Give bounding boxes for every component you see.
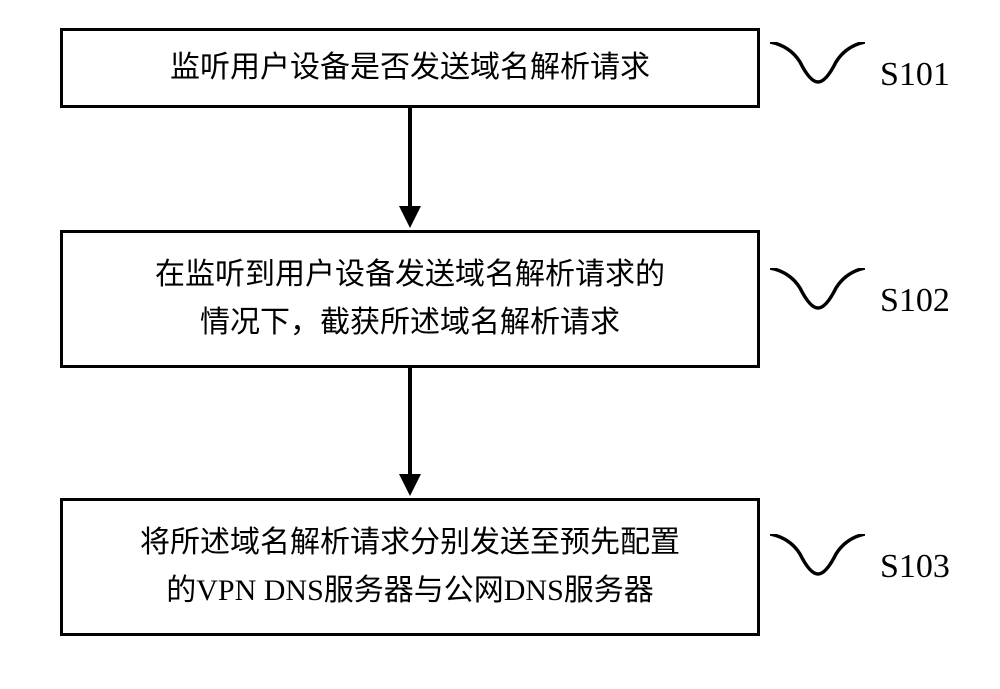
flow-step-s102-line2: 情况下，截获所述域名解析请求 xyxy=(200,306,620,339)
connector-curve-s101 xyxy=(770,42,865,96)
flow-step-s103: 将所述域名解析请求分别发送至预先配置 的VPN DNS服务器与公网DNS服务器 xyxy=(60,498,760,636)
flow-step-s103-text: 将所述域名解析请求分别发送至预先配置 的VPN DNS服务器与公网DNS服务器 xyxy=(140,519,680,615)
flow-step-s101-text: 监听用户设备是否发送域名解析请求 xyxy=(170,44,650,92)
flow-step-s102-text: 在监听到用户设备发送域名解析请求的 情况下，截获所述域名解析请求 xyxy=(155,251,665,347)
flow-step-s101: 监听用户设备是否发送域名解析请求 xyxy=(60,28,760,108)
flow-step-s103-line2: 的VPN DNS服务器与公网DNS服务器 xyxy=(166,574,654,607)
arrow-s101-s102-head xyxy=(399,206,421,228)
arrow-s102-s103-head xyxy=(399,474,421,496)
flow-step-s102-line1: 在监听到用户设备发送域名解析请求的 xyxy=(155,258,665,291)
step-label-s101: S101 xyxy=(880,56,950,94)
arrow-s102-s103-line xyxy=(408,368,412,474)
arrow-s101-s102-line xyxy=(408,108,412,206)
connector-curve-s102 xyxy=(770,268,865,322)
flow-step-s103-line1: 将所述域名解析请求分别发送至预先配置 xyxy=(140,526,680,559)
flow-step-s102: 在监听到用户设备发送域名解析请求的 情况下，截获所述域名解析请求 xyxy=(60,230,760,368)
step-label-s103: S103 xyxy=(880,548,950,586)
connector-curve-s103 xyxy=(770,534,865,588)
step-label-s102: S102 xyxy=(880,282,950,320)
